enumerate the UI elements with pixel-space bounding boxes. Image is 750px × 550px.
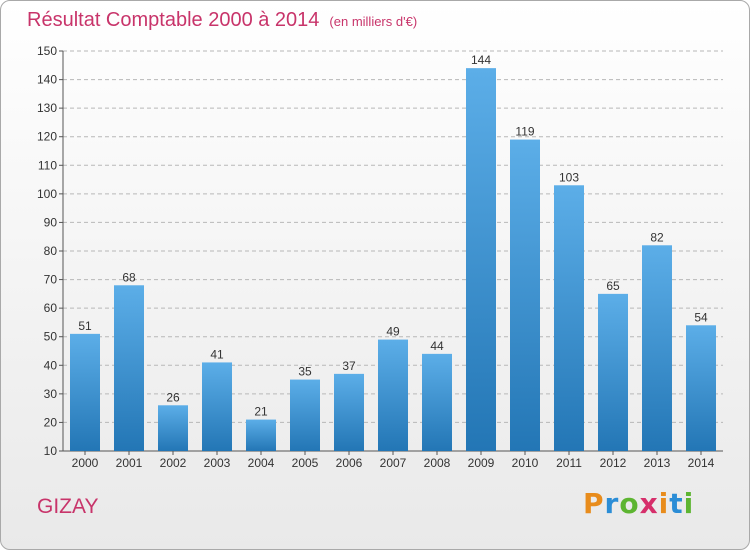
y-tick-label: 150	[37, 44, 57, 58]
data-label: 54	[694, 310, 708, 324]
x-tick-label: 2010	[512, 456, 539, 470]
proxiti-logo: Proxiti	[583, 487, 694, 520]
data-labels: 51 68 26 41 21 35 37 49 44 144 119 103 65 82 54	[78, 53, 708, 418]
x-tick-label: 2003	[204, 456, 231, 470]
data-label: 68	[122, 270, 136, 284]
chart-title-text: Résultat Comptable 2000 à 2014	[27, 9, 320, 31]
x-tick-label: 2014	[688, 456, 715, 470]
data-label: 26	[166, 390, 180, 404]
data-label: 103	[559, 170, 579, 184]
data-label: 51	[78, 319, 92, 333]
bar-2012	[598, 293, 628, 451]
data-label: 35	[298, 365, 312, 379]
x-tick-label: 2012	[600, 456, 627, 470]
y-tick-label: 110	[38, 158, 57, 172]
logo-letter: o	[619, 487, 640, 520]
chart-subtitle: (en milliers d'€)	[329, 14, 418, 29]
commune-name: GIZAY	[37, 495, 99, 518]
x-tick-label: 2013	[644, 456, 671, 470]
data-label: 41	[210, 347, 224, 361]
bar-2006	[334, 373, 364, 451]
x-tick-label: 2004	[248, 456, 275, 470]
bar-2013	[642, 245, 672, 451]
x-tick-label: 2006	[336, 456, 363, 470]
x-tick-label: 2005	[292, 456, 319, 470]
y-tick-label: 100	[37, 187, 57, 201]
y-tick-label: 90	[44, 215, 58, 229]
bar-2008	[422, 353, 452, 451]
y-tick-label: 70	[44, 273, 58, 287]
bar-2002	[158, 405, 188, 451]
logo-letter: x	[639, 487, 659, 520]
data-label: 21	[254, 405, 268, 419]
y-tick-label: 20	[44, 415, 58, 429]
bar-2014	[686, 325, 716, 451]
data-label: 82	[650, 230, 664, 244]
bar-2001	[114, 285, 144, 451]
y-tick-label: 60	[44, 301, 58, 315]
y-tick-label: 80	[44, 244, 58, 258]
bar-2000	[70, 333, 100, 451]
bar-2011	[554, 185, 584, 452]
chart-title: Résultat Comptable 2000 à 2014 (en millie…	[27, 9, 417, 32]
axes: 10 20 30 40 50 60 70 80 90 100 110 120 130 140 150 2000…	[37, 44, 723, 470]
data-label: 65	[606, 279, 620, 293]
y-tick-label: 120	[37, 130, 57, 144]
bar-2004	[246, 419, 276, 451]
logo-letter: P	[583, 487, 605, 520]
bar-2003	[202, 362, 232, 451]
y-tick-label: 50	[44, 330, 58, 344]
y-tick-label: 30	[44, 387, 58, 401]
data-label: 37	[342, 359, 356, 373]
data-label: 44	[430, 339, 444, 353]
bars	[70, 68, 716, 452]
data-label: 119	[515, 125, 534, 139]
x-tick-label: 2009	[468, 456, 495, 470]
bar-2007	[378, 339, 408, 451]
y-tick-label: 40	[44, 358, 58, 372]
y-tick-label: 130	[37, 101, 57, 115]
x-tick-label: 2007	[380, 456, 407, 470]
y-tick-label: 140	[37, 73, 57, 87]
x-tick-label: 2001	[116, 456, 143, 470]
data-label: 144	[471, 53, 491, 67]
bar-2009	[466, 68, 496, 452]
logo-letter: r	[604, 487, 620, 520]
bar-2010	[510, 139, 540, 452]
data-label: 49	[386, 325, 400, 339]
x-tick-label: 2002	[160, 456, 187, 470]
x-tick-label: 2008	[424, 456, 451, 470]
x-tick-label: 2000	[72, 456, 99, 470]
x-tick-label: 2011	[556, 456, 582, 470]
bar-2005	[290, 379, 320, 451]
logo-letter: t	[669, 487, 684, 520]
logo-letter: i	[683, 487, 695, 520]
y-tick-label: 10	[44, 444, 58, 458]
logo-letter: i	[658, 487, 670, 520]
